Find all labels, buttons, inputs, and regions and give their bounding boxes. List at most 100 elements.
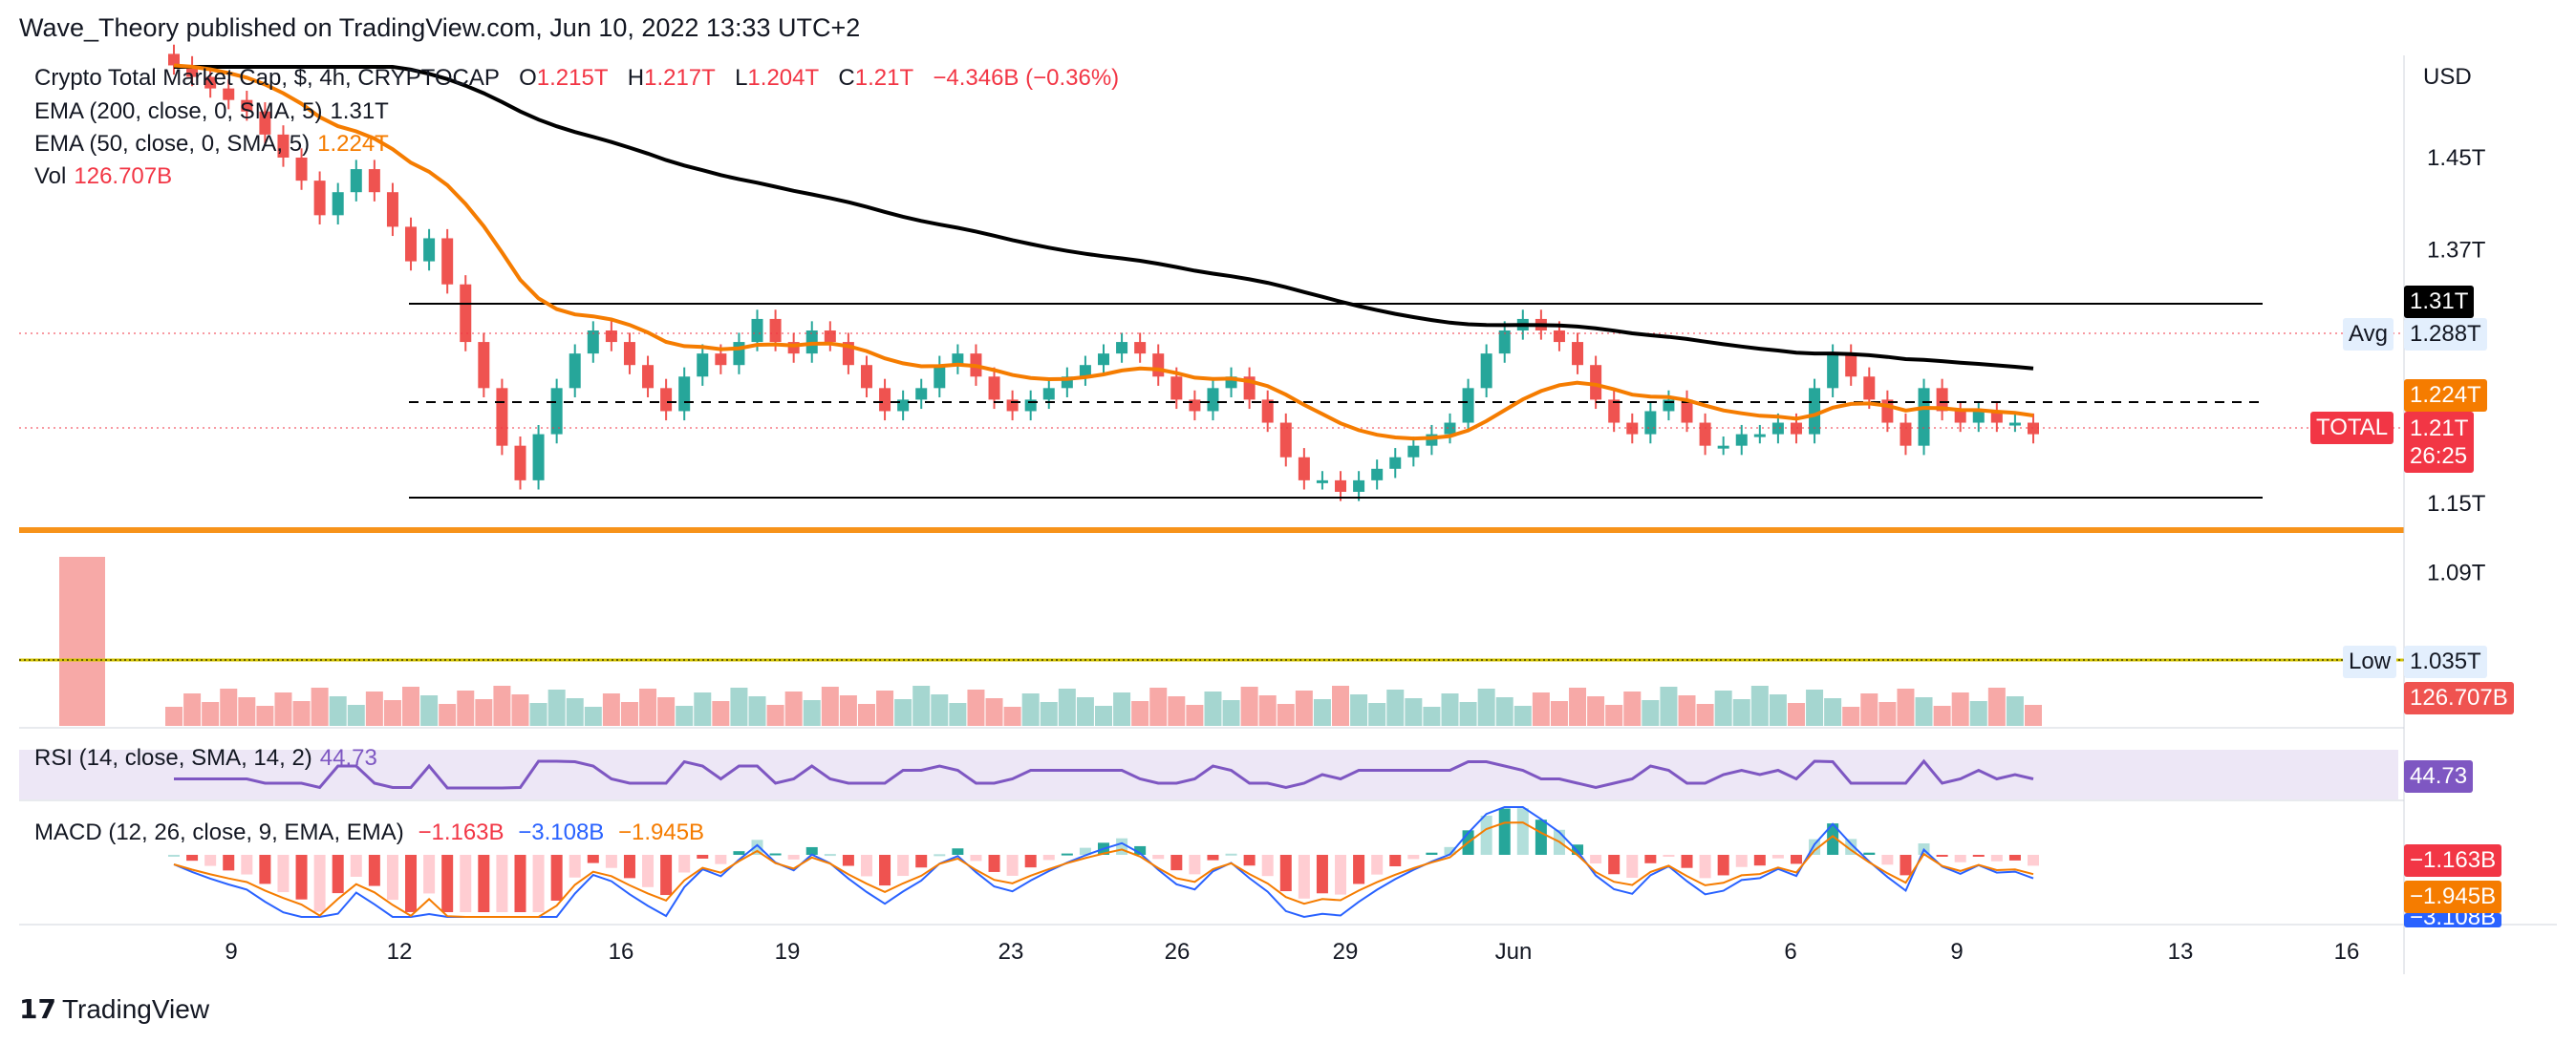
candle-body [405,226,418,262]
volume-bar [1860,693,1878,726]
candle-body [623,342,635,366]
candle-body [295,158,308,181]
rsi-legend[interactable]: RSI (14, close, SMA, 14, 2) 44.73 [34,745,377,771]
candle-body [1116,342,1128,354]
macd-histogram-bar [715,855,727,864]
volume-bar [1441,693,1459,726]
volume-bar [821,687,839,726]
volume-bar [1386,690,1405,726]
volume-bar [220,689,238,726]
time-axis: 9 12 16 19 23 26 29 Jun 6 9 13 16 [225,939,2359,965]
volume-bar [59,557,75,726]
volume-bar [1769,694,1787,726]
price-tick-label: 1.15T [2427,491,2486,517]
macd-histogram-bar [988,855,1000,872]
rsi-tag: 44.73 [2404,760,2474,793]
macd-histogram-bar [1116,838,1128,855]
candle-body [1444,422,1456,435]
volume-bar [238,697,256,726]
candle-body [1371,468,1384,480]
macd-histogram-bar [1006,855,1019,876]
candle-body [1335,479,1347,492]
volume-tag: 126.707B [2404,682,2514,714]
time-tick-label: 12 [387,939,413,965]
candle-body [1572,342,1584,366]
candle-body [1863,376,1876,400]
candle-body [313,181,326,216]
total-label-tag: TOTAL [2310,412,2394,444]
candle-body [1207,388,1219,412]
candle-body [550,388,563,435]
macd-histogram-bar [1024,855,1037,868]
candle-body [1644,411,1657,435]
macd-histogram-bar [1426,852,1438,855]
candle-body [1990,411,2003,423]
macd-histogram-bar [1681,855,1693,868]
currency-label: USD [2423,64,2472,90]
tv-logo-icon: 𝟭𝟳 [19,994,56,1024]
symbol-legend[interactable]: Crypto Total Market Cap, $, 4h, CRYPTOCA… [34,65,1120,91]
time-tick-label: Jun [1495,939,1533,965]
macd-histogram-bar [259,855,271,884]
candle-body [1316,479,1328,483]
macd-histogram-bar [204,855,217,866]
rsi-line[interactable] [174,758,2034,790]
volume-bar [439,704,457,726]
volume-bar [1878,702,1897,726]
volume-bar [475,699,493,726]
candle-body [1827,353,1839,389]
ema50-legend[interactable]: EMA (50, close, 0, SMA, 5) 1.224T [34,131,389,157]
volume-bar [402,687,420,726]
macd-histogram-bar [1717,855,1729,876]
candle-body [824,330,836,343]
price-tick-label: 1.45T [2427,145,2486,171]
macd-legend[interactable]: MACD (12, 26, close, 9, EMA, EMA) −1.163… [34,820,705,845]
ema200-legend-value: 1.31T [330,98,389,124]
macd-histogram-bar [1189,855,1201,875]
time-tick-label: 23 [998,939,1024,965]
time-tick-label: 19 [775,939,801,965]
volume-bar [1459,702,1477,726]
candle-body [1845,353,1857,377]
macd-hist-tag: −1.163B [2404,844,2502,877]
macd-histogram-bar [368,855,380,886]
macd-histogram-bar [1572,844,1584,855]
volume-bar [1405,698,1423,726]
candle-body [1480,353,1492,389]
ema200-legend[interactable]: EMA (200, close, 0, SMA, 5) 1.31T [34,98,389,124]
volume-bar [766,705,784,726]
volume-bar [1806,690,1824,726]
candle-body [514,445,526,480]
volume-bar [857,704,875,726]
candle-body [2008,422,2021,426]
candle-body [223,88,235,100]
ema200-line[interactable] [174,65,2034,371]
tradingview-logo[interactable]: 𝟭𝟳 TradingView [19,993,210,1025]
volume-bar [1696,704,1714,726]
ema50-line[interactable] [173,63,2034,441]
volume-bar [1642,700,1660,726]
macd-histogram-bar [1079,847,1091,855]
change-value: −4.346B (−0.36%) [933,65,1120,91]
macd-signal-line[interactable] [173,821,2034,918]
macd-histogram-bar [1881,855,1894,865]
candle-body [1389,457,1402,469]
macd-histogram-bar [569,855,581,878]
candle-body [860,365,872,389]
candle-body [1900,422,1912,446]
candle-body [1918,388,1930,446]
macd-histogram-bar [514,855,526,912]
candle-body [587,330,599,354]
macd-histogram-bar [1863,852,1876,855]
volume-legend[interactable]: Vol 126.707B [34,163,173,189]
candle-body [897,399,910,412]
last-price-tag: 1.21T 26:25 [2404,412,2475,473]
volume-bar [420,695,439,726]
low-value: 1.204T [747,65,819,91]
candle-body [168,53,180,66]
candle-body [988,376,1000,400]
macd-histogram-bar [605,855,617,868]
candle-body [478,342,490,389]
ema50-price-tag: 1.224T [2404,379,2487,412]
